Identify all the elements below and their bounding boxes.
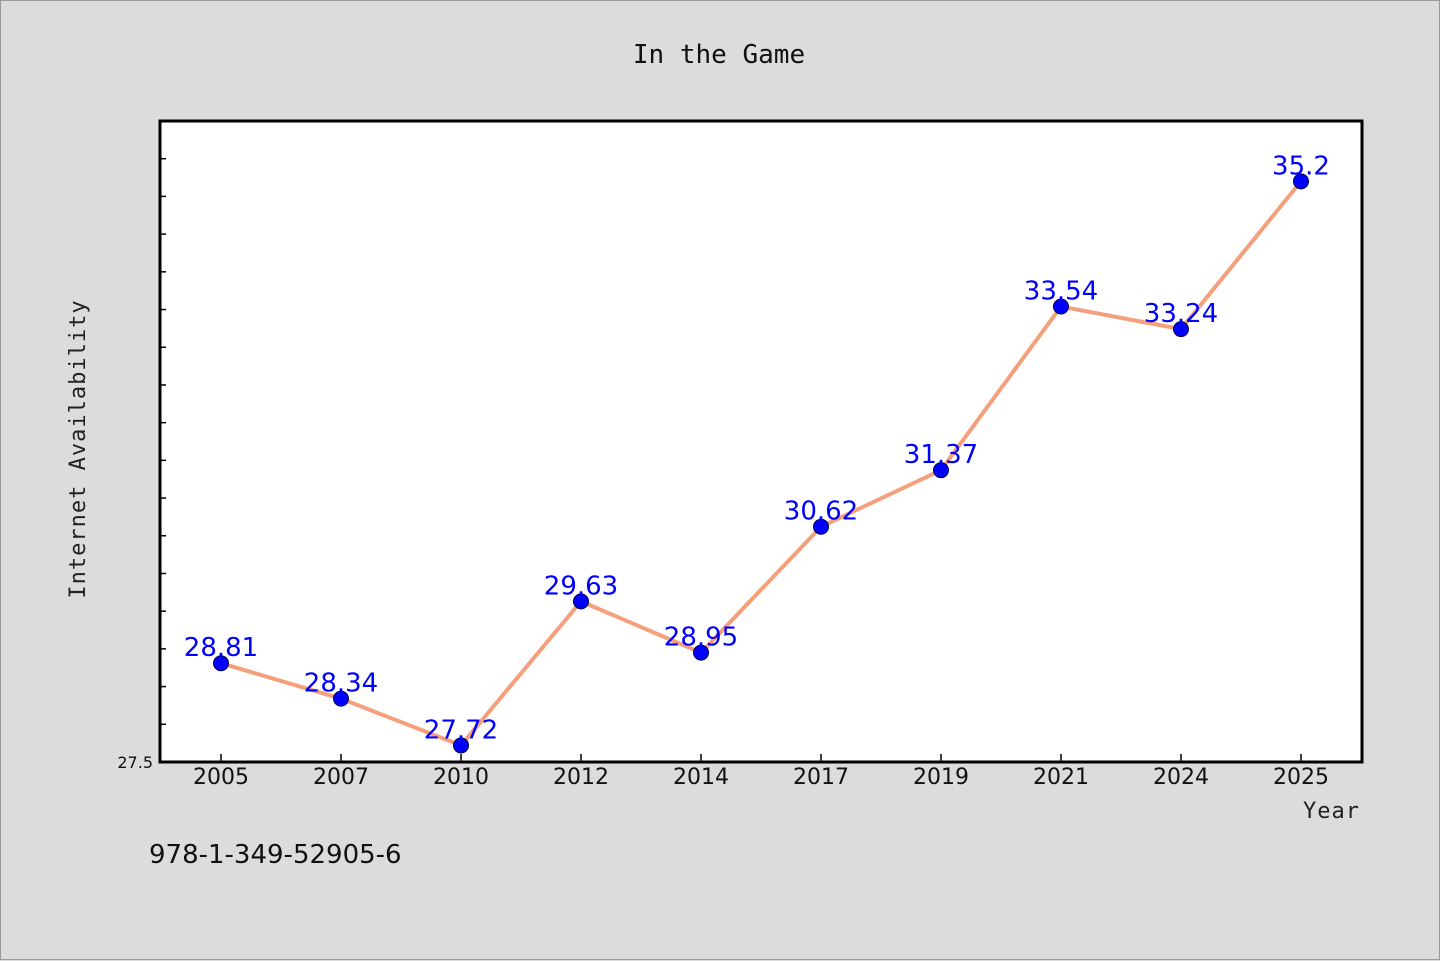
footnote-isbn: 978-1-349-52905-6	[149, 840, 402, 870]
data-point	[213, 655, 229, 672]
y-axis-title: Internet Availability	[66, 299, 91, 598]
data-point	[1293, 173, 1309, 190]
data-label: 33.54	[1024, 277, 1098, 307]
series-layer: 28.81 28.34 27.72 29.63 28.95 30.62 31.37 33.54…	[184, 151, 1330, 754]
x-tick-label: 2024	[1153, 765, 1209, 790]
y-axis-ticks	[160, 120, 166, 763]
y-axis-min-label: 27.5	[117, 753, 153, 772]
plot-area	[158, 119, 1364, 764]
data-point	[1053, 298, 1069, 315]
x-tick-label: 2025	[1273, 765, 1329, 790]
data-point	[453, 737, 469, 754]
data-point	[813, 518, 829, 535]
data-label: 27.72	[424, 715, 498, 745]
x-axis-ticks: 2005 2007 2010 2012 2014 2017 2019 2021 2024 2025	[193, 754, 1329, 790]
x-axis-title: Year	[1303, 799, 1360, 824]
x-tick-label: 2010	[433, 765, 489, 790]
x-tick-label: 2021	[1033, 765, 1089, 790]
data-label: 35.2	[1272, 151, 1330, 181]
chart-title: In the Game	[633, 40, 805, 70]
data-point	[933, 462, 949, 479]
data-point	[693, 644, 709, 661]
data-label: 29.63	[544, 571, 618, 601]
x-tick-label: 2012	[553, 765, 609, 790]
data-label: 33.24	[1144, 299, 1218, 329]
x-tick-label: 2019	[913, 765, 969, 790]
data-label: 28.34	[304, 669, 378, 699]
x-tick-label: 2017	[793, 765, 849, 790]
x-tick-label: 2005	[193, 765, 249, 790]
data-label: 28.81	[184, 633, 258, 663]
data-label: 31.37	[904, 440, 978, 470]
data-label: 30.62	[784, 497, 858, 527]
x-tick-label: 2007	[313, 765, 369, 790]
data-point	[573, 593, 589, 610]
series-line	[219, 179, 1303, 748]
data-label: 28.95	[664, 623, 738, 653]
data-point	[1173, 321, 1189, 338]
x-tick-label: 2014	[673, 765, 729, 790]
data-point	[333, 690, 349, 707]
